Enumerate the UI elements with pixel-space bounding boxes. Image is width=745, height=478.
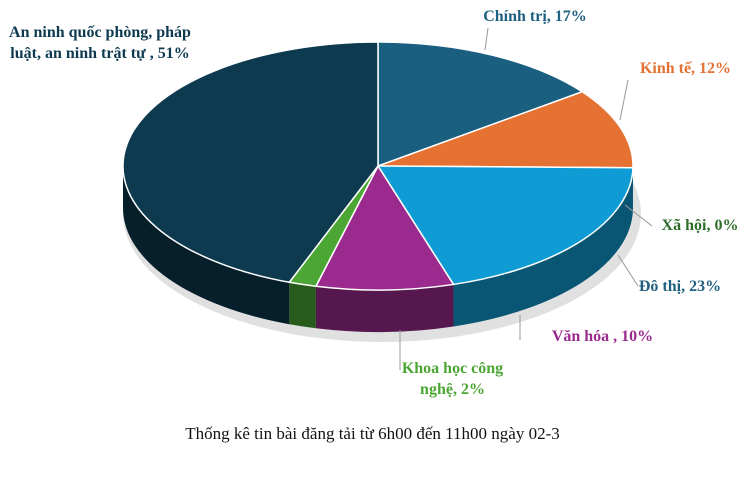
label-xa-hoi: Xã hội, 0% (661, 217, 739, 234)
slice-0 (377, 41, 584, 168)
slice-side-4 (315, 284, 454, 332)
leader-line-0 (484, 27, 489, 51)
leader-line-3 (617, 254, 639, 287)
label-kinh-te: Kinh tế, 12% (639, 60, 732, 77)
slice-side-5 (289, 282, 316, 329)
label-khoa-hoc: Khoa học công nghệ, 2% (401, 360, 504, 398)
slice-3 (376, 165, 634, 286)
slice-side-6 (123, 166, 290, 325)
label-chinh-tri: Chính trị, 17% (483, 8, 587, 25)
label-an-ninh: An ninh quốc phòng, pháp luật, an ninh t… (9, 24, 191, 62)
label-do-thi: Đô thị, 23% (638, 278, 722, 295)
leader-line-2 (624, 204, 653, 227)
slice-4 (314, 164, 455, 291)
slice-side-3 (453, 167, 633, 327)
leader-line-1 (619, 79, 629, 121)
chart-title: Thống kê tin bài đăng tải từ 6h00 đến 11… (185, 424, 560, 443)
slice-6 (122, 41, 379, 284)
slice-1 (377, 90, 634, 169)
label-van-hoa: Văn hóa , 10% (551, 328, 654, 345)
